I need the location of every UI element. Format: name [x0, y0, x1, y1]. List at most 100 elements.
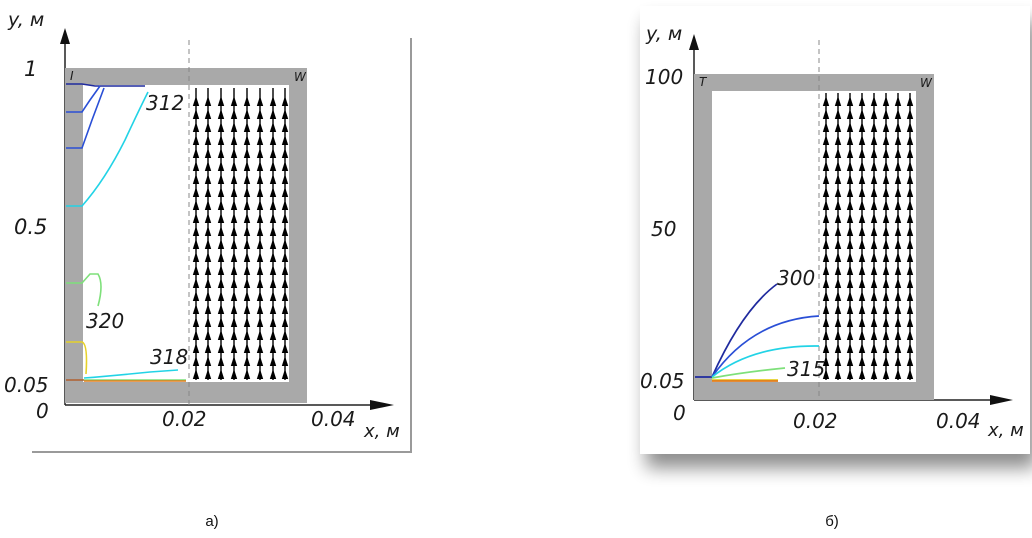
- velocity-arrow-icon: [882, 109, 890, 119]
- velocity-arrow-icon: [882, 148, 890, 158]
- velocity-arrow-icon: [204, 239, 212, 249]
- velocity-arrow-icon: [204, 356, 212, 366]
- velocity-arrow-icon: [204, 135, 212, 145]
- velocity-arrow-icon: [822, 226, 830, 236]
- velocity-arrow-icon: [870, 317, 878, 327]
- velocity-arrow-icon: [870, 239, 878, 249]
- velocity-arrow-icon: [256, 304, 264, 314]
- velocity-arrow-icon: [870, 343, 878, 353]
- velocity-arrow-icon: [822, 317, 830, 327]
- velocity-arrow-icon: [243, 369, 251, 379]
- panel-a: y, м 1 0.5 0.05 0 0.02 0.04 x, м I W 312…: [4, 8, 415, 453]
- velocity-arrow-icon: [192, 252, 200, 262]
- velocity-arrow-icon: [192, 291, 200, 301]
- velocity-arrow-icon: [834, 161, 842, 171]
- velocity-arrow-icon: [834, 174, 842, 184]
- velocity-arrow-icon: [256, 122, 264, 132]
- velocity-arrow-icon: [230, 356, 238, 366]
- velocity-arrow-icon: [882, 291, 890, 301]
- velocity-arrow-icon: [858, 330, 866, 340]
- velocity-arrow-icon: [846, 200, 854, 210]
- velocity-arrow-icon: [269, 330, 277, 340]
- velocity-arrow-icon: [906, 252, 914, 262]
- velocity-arrow-icon: [192, 369, 200, 379]
- velocity-arrow-icon: [894, 317, 902, 327]
- panel-a-caption: а): [205, 513, 218, 530]
- velocity-arrow-icon: [192, 304, 200, 314]
- panel-b-y-arrow-icon: [689, 34, 699, 50]
- velocity-arrow-icon: [230, 174, 238, 184]
- velocity-arrow-icon: [906, 148, 914, 158]
- velocity-arrow-icon: [281, 239, 289, 249]
- panel-a-x-tick-002: 0.02: [162, 407, 207, 431]
- isotherm-315: [711, 367, 786, 379]
- velocity-arrow-icon: [870, 174, 878, 184]
- velocity-arrow-icon: [834, 343, 842, 353]
- panel-b-right-wall: [916, 74, 934, 400]
- velocity-arrow-icon: [870, 356, 878, 366]
- velocity-arrow-icon: [269, 174, 277, 184]
- velocity-arrow-icon: [256, 187, 264, 197]
- panel-a-y-axis-label: y, м: [7, 9, 44, 31]
- velocity-arrow-icon: [882, 343, 890, 353]
- velocity-arrow-icon: [243, 122, 251, 132]
- velocity-arrow-icon: [281, 252, 289, 262]
- velocity-arrow-icon: [256, 174, 264, 184]
- velocity-arrow-icon: [906, 122, 914, 132]
- velocity-arrow-icon: [243, 174, 251, 184]
- velocity-arrow-icon: [243, 278, 251, 288]
- panel-a-velocity-field: [192, 88, 289, 380]
- velocity-arrow-icon: [204, 200, 212, 210]
- velocity-arrow-icon: [230, 343, 238, 353]
- velocity-arrow-icon: [834, 278, 842, 288]
- velocity-arrow-icon: [906, 239, 914, 249]
- velocity-arrow-icon: [882, 330, 890, 340]
- velocity-arrow-icon: [906, 304, 914, 314]
- isotherm-top: [66, 83, 145, 87]
- velocity-arrow-icon: [243, 213, 251, 223]
- velocity-arrow-icon: [906, 317, 914, 327]
- velocity-arrow-icon: [858, 343, 866, 353]
- velocity-arrow-icon: [217, 317, 225, 327]
- velocity-arrow-icon: [822, 304, 830, 314]
- contour-label-300: 300: [777, 266, 815, 290]
- velocity-arrow-icon: [858, 369, 866, 379]
- velocity-arrow-icon: [217, 252, 225, 262]
- velocity-arrow-icon: [281, 330, 289, 340]
- velocity-arrow-icon: [192, 200, 200, 210]
- velocity-arrow-icon: [882, 265, 890, 275]
- panel-a-x-arrow-icon: [370, 400, 394, 410]
- velocity-arrow-icon: [870, 148, 878, 158]
- velocity-arrow-icon: [243, 252, 251, 262]
- velocity-arrow-icon: [269, 317, 277, 327]
- panel-a-y-tick-0: 0: [36, 399, 49, 423]
- velocity-arrow-icon: [894, 369, 902, 379]
- velocity-arrow-icon: [846, 239, 854, 249]
- velocity-arrow-icon: [870, 200, 878, 210]
- velocity-arrow-icon: [846, 343, 854, 353]
- velocity-arrow-icon: [230, 148, 238, 158]
- velocity-arrow-icon: [858, 187, 866, 197]
- isotherm: [66, 85, 101, 113]
- velocity-arrow-icon: [870, 213, 878, 223]
- velocity-arrow-icon: [906, 356, 914, 366]
- velocity-arrow-icon: [243, 304, 251, 314]
- velocity-arrow-icon: [243, 161, 251, 171]
- velocity-arrow-icon: [281, 109, 289, 119]
- velocity-arrow-icon: [858, 291, 866, 301]
- velocity-arrow-icon: [281, 304, 289, 314]
- velocity-arrow-icon: [204, 291, 212, 301]
- velocity-arrow-icon: [822, 109, 830, 119]
- velocity-arrow-icon: [243, 343, 251, 353]
- velocity-arrow-icon: [894, 96, 902, 106]
- panel-a-y-tick-1: 1: [24, 57, 37, 81]
- velocity-arrow-icon: [230, 304, 238, 314]
- velocity-arrow-icon: [230, 187, 238, 197]
- velocity-arrow-icon: [230, 278, 238, 288]
- panel-b-x-axis-label: x, м: [987, 420, 1024, 441]
- velocity-arrow-icon: [846, 252, 854, 262]
- velocity-arrow-icon: [256, 161, 264, 171]
- velocity-arrow-icon: [230, 252, 238, 262]
- velocity-arrow-icon: [846, 174, 854, 184]
- panel-a-channel: [83, 85, 289, 382]
